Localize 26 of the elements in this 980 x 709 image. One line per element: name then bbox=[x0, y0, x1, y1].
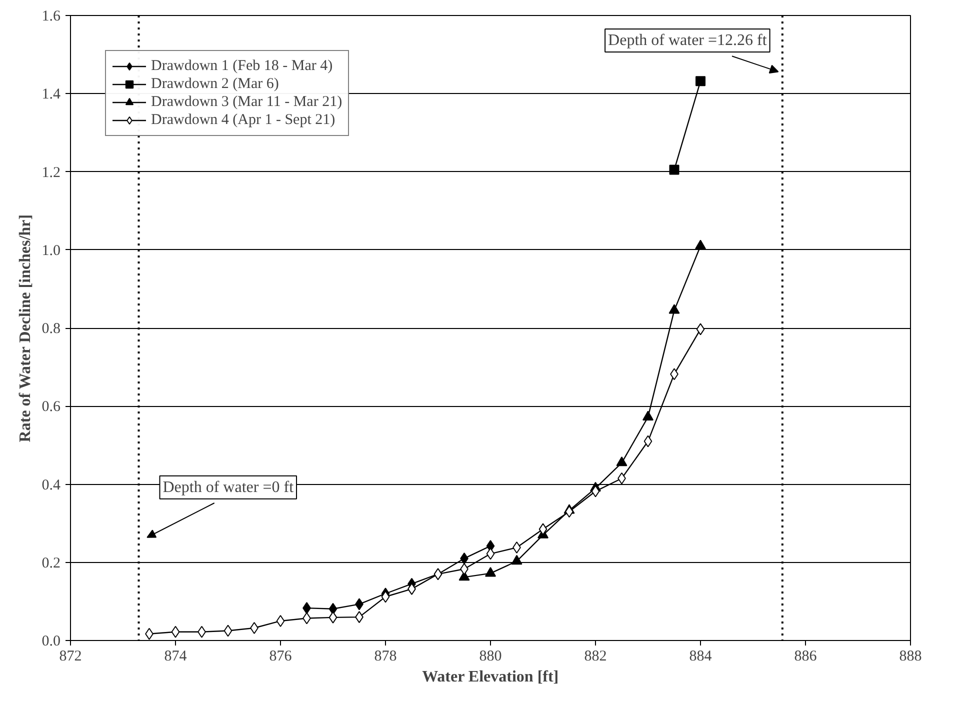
x-tick-label: 878 bbox=[374, 648, 397, 664]
legend-label: Drawdown 4 (Apr 1 - Sept 21) bbox=[151, 111, 336, 129]
annotation: Depth of water =0 ft bbox=[162, 478, 294, 496]
x-tick-label: 874 bbox=[164, 648, 188, 664]
x-tick-label: 884 bbox=[689, 648, 712, 664]
y-tick-label: 0.6 bbox=[42, 399, 61, 416]
legend-label: Drawdown 1 (Feb 18 - Mar 4) bbox=[151, 57, 333, 75]
y-tick-label: 0.0 bbox=[42, 634, 60, 650]
y-axis-title: Rate of Water Decline [inches/hr] bbox=[16, 214, 34, 442]
x-tick-label: 876 bbox=[269, 648, 292, 664]
y-tick-label: 0.2 bbox=[42, 555, 60, 572]
y-tick-label: 1.6 bbox=[42, 8, 61, 24]
x-axis-title: Water Elevation [ft] bbox=[422, 668, 559, 686]
x-tick-label: 880 bbox=[479, 648, 502, 664]
x-tick-label: 888 bbox=[899, 648, 922, 664]
annotation: Depth of water =12.26 ft bbox=[608, 32, 768, 49]
y-tick-label: 0.8 bbox=[42, 321, 60, 337]
legend-label: Drawdown 3 (Mar 11 - Mar 21) bbox=[151, 93, 342, 111]
y-tick-label: 1.4 bbox=[42, 86, 61, 103]
y-tick-label: 1.0 bbox=[42, 242, 60, 259]
legend-label: Drawdown 2 (Mar 6) bbox=[151, 75, 279, 93]
x-tick-label: 882 bbox=[584, 648, 607, 664]
x-tick-label: 886 bbox=[794, 648, 818, 664]
y-tick-label: 0.4 bbox=[42, 477, 61, 494]
y-tick-label: 1.2 bbox=[42, 164, 60, 181]
x-tick-label: 872 bbox=[59, 648, 82, 664]
